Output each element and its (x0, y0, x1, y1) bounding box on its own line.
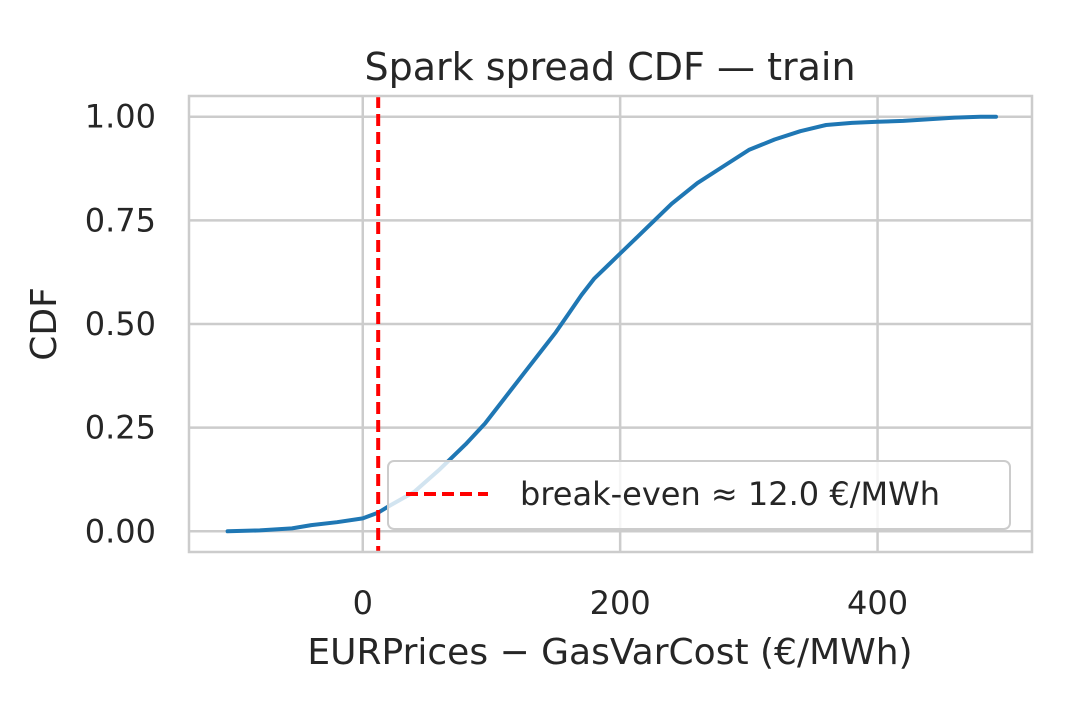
y-axis-label: CDF (24, 287, 65, 361)
x-tick-label: 0 (353, 584, 373, 622)
legend: break-even ≈ 12.0 €/MWh (387, 460, 1011, 530)
legend-box (387, 460, 1011, 530)
y-tick-label: 0.25 (85, 409, 156, 447)
x-tick-label: 200 (590, 584, 651, 622)
y-tick-label: 0.00 (85, 512, 156, 550)
grid-lines (189, 96, 1032, 552)
y-tick-label: 0.50 (85, 305, 156, 343)
y-tick-label: 0.75 (85, 201, 156, 239)
chart-title: Spark spread CDF — train (364, 45, 855, 89)
cdf-line (225, 114, 998, 534)
tick-labels: 0 200 400 0.00 0.25 0.50 0.75 1.00 (85, 98, 908, 622)
x-axis-label: EURPrices − GasVarCost (€/MWh) (307, 632, 912, 673)
x-tick-label: 400 (847, 584, 908, 622)
legend-label-break-even: break-even ≈ 12.0 €/MWh (520, 475, 940, 513)
y-tick-label: 1.00 (85, 98, 156, 136)
series-layer (225, 96, 998, 552)
plot-frame (187, 94, 1034, 554)
